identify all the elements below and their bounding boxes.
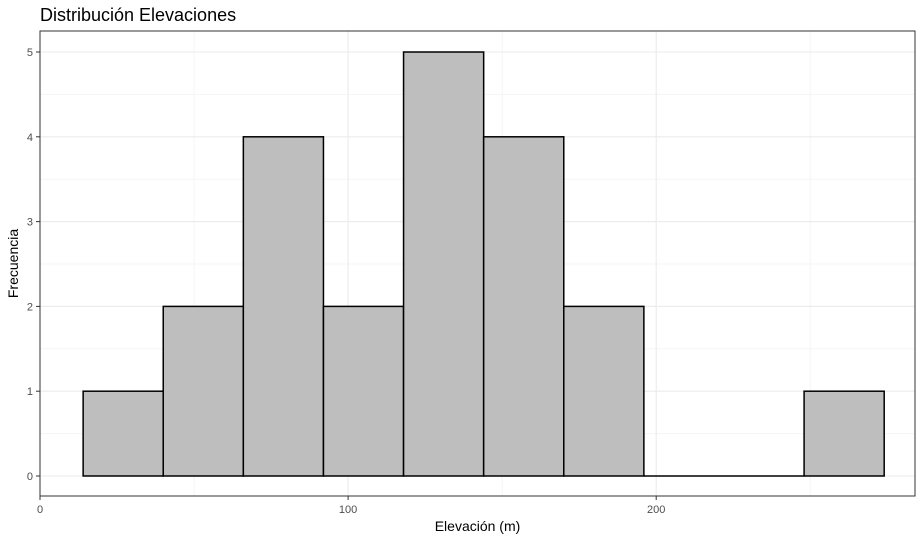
histogram-bar <box>322 305 405 477</box>
y-axis-title: Frecuencia <box>5 229 21 298</box>
x-tick-label: 200 <box>647 504 665 516</box>
y-tick-label: 4 <box>27 132 33 144</box>
bars <box>82 51 885 477</box>
x-tick-label: 0 <box>37 504 43 516</box>
y-tick-label: 2 <box>27 301 33 313</box>
y-axis: 0 1 2 3 4 5 <box>27 47 40 483</box>
y-tick-label: 3 <box>27 217 33 229</box>
histogram-bar <box>563 305 645 477</box>
histogram-bar <box>162 305 245 477</box>
histogram-bar <box>803 390 885 477</box>
chart-title: Distribución Elevaciones <box>40 5 236 25</box>
x-tick-label: 100 <box>339 504 357 516</box>
y-tick-label: 5 <box>27 47 33 59</box>
histogram-bar <box>402 51 485 477</box>
y-tick-label: 0 <box>27 471 33 483</box>
histogram-bar <box>242 136 325 477</box>
panel-border <box>39 30 916 497</box>
histogram-bar <box>82 390 164 477</box>
x-axis: 0 100 200 <box>37 496 665 516</box>
x-axis-title: Elevación (m) <box>435 518 521 534</box>
histogram-bar <box>482 136 565 477</box>
y-tick-label: 1 <box>27 386 33 398</box>
